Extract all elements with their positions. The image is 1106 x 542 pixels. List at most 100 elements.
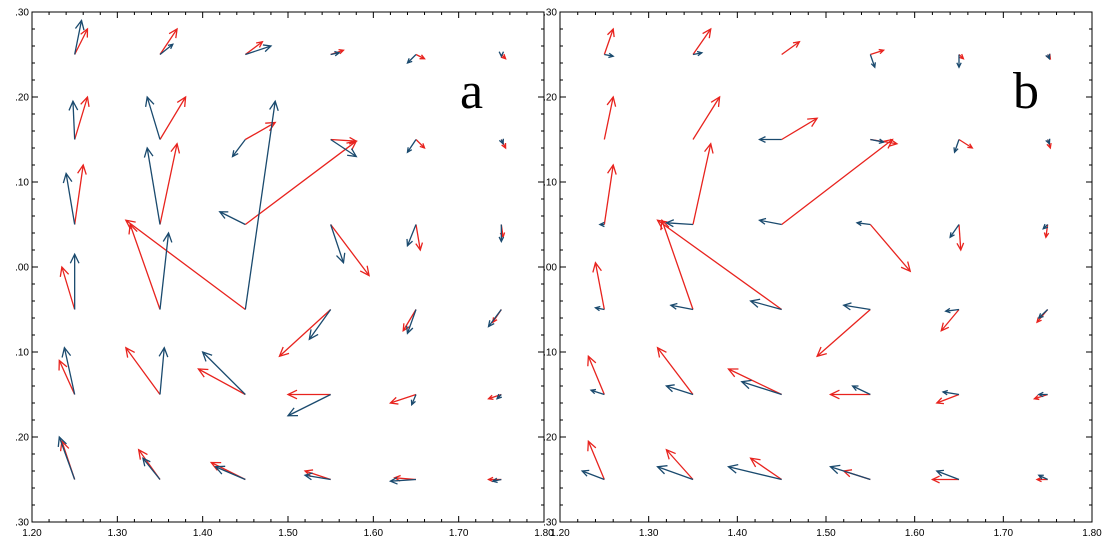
blue-vector-arrow [69,252,80,310]
red-vector-arrow [870,48,886,56]
blue-vector-arrow [944,307,960,314]
red-vector-arrow [74,163,87,225]
blue-vector-arrow [1037,391,1048,398]
red-vector-arrow [1032,393,1048,401]
blue-vector-arrow [498,51,505,58]
panel-label: a [460,63,483,120]
blue-vector-arrow [664,384,694,396]
red-vector-arrow [244,40,264,56]
red-vector-arrow [74,95,90,140]
red-vector-arrow [124,346,161,395]
red-vector-arrow [781,117,819,141]
red-vector-arrow [587,354,605,395]
blue-vector-arrow [308,309,332,341]
red-vector-arrow [244,140,358,226]
red-vector-arrow [940,309,960,332]
blue-vector-arrow [158,346,169,395]
red-vector-arrow [727,368,782,396]
blue-vector-arrow [758,217,782,226]
x-tick-label: 1.30 [639,528,659,539]
blue-vector-arrow [953,139,960,154]
blue-vector-arrow [842,302,871,311]
blue-vector-arrow [330,138,358,158]
red-vector-arrow [603,163,617,225]
red-vector-arrow [692,27,712,55]
blue-vector-arrow [604,52,615,59]
blue-vector-arrow [869,54,876,69]
blue-vector-arrow [758,136,782,143]
blue-vector-arrow [941,389,960,396]
blue-vector-arrow [406,54,417,65]
blue-vector-arrow [410,394,417,407]
red-vector-arrow [656,219,783,311]
blue-vector-arrow [406,309,417,335]
blue-vector-arrow [74,19,85,55]
y-tick-label: .10 [15,178,29,189]
red-vector-arrow [159,142,181,225]
blue-vector-arrow [214,465,246,481]
y-tick-label: .10 [15,348,29,359]
blue-vector-arrow [656,465,694,481]
blue-vector-arrow [144,95,161,140]
blue-vector-arrow [740,379,782,396]
blue-vector-arrow [593,305,605,312]
blue-vector-arrow [491,477,502,484]
blue-vector-arrow [692,50,704,57]
x-tick-label: 1.80 [534,528,554,539]
x-tick-label: 1.20 [22,528,42,539]
red-vector-arrow [58,359,76,395]
red-vector-arrow [656,346,694,395]
y-tick-label: .20 [15,433,29,444]
y-tick-label: .00 [15,263,29,274]
x-tick-label: 1.30 [108,528,128,539]
y-tick-label: .20 [15,93,29,104]
x-tick-label: 1.40 [728,528,748,539]
panel-b: 1.20 1.30 1.40 1.50 1.60 1.70 1.80 .30 .20 .10 .00… [543,8,1102,540]
red-vector-arrow [692,95,721,140]
blue-vector-arrow [1045,138,1051,146]
blue-vector-arrow [159,43,174,56]
red-vector-arrow [816,309,871,358]
blue-vector-arrow [870,138,886,144]
blue-vector-arrow [406,139,417,154]
red-vector-arrow [958,53,965,60]
blue-vector-arrow [61,346,76,395]
y-tick-label: .30 [543,518,557,529]
red-vector-arrow [603,95,617,140]
blue-vector-arrow [303,472,331,481]
red-vector-arrow [197,368,246,396]
x-tick-label: 1.70 [449,528,469,539]
blue-vector-arrow [1045,53,1051,61]
x-tick-label: 1.80 [1082,528,1102,539]
blue-vector-arrow [829,464,871,481]
red-vector-arrow [278,309,332,358]
blue-vector-arrow [68,99,79,140]
blue-vector-arrow [141,457,161,480]
blue-vector-arrow [589,388,605,396]
red-vector-arrow [935,393,960,405]
red-vector-arrow [781,138,894,226]
red-vector-arrow [415,139,426,150]
blue-vector-arrow [218,211,246,226]
red-vector-arrow [128,223,161,310]
y-tick-label: .00 [543,263,557,274]
blue-vector-arrow [496,393,503,400]
blue-vector-arrow [935,469,960,481]
red-vector-arrow [958,138,974,149]
red-vector-arrow [956,224,965,252]
red-vector-arrow [124,219,246,311]
panel-label: b [1013,63,1039,120]
blue-vector-arrow [62,172,76,225]
red-vector-arrow [330,136,358,145]
blue-vector-arrow [749,298,782,311]
blue-vector-arrow [1042,223,1049,230]
blue-vector-arrow [330,50,341,57]
y-tick-label: .10 [543,348,557,359]
blue-vector-arrow [231,139,246,158]
blue-vector-arrow [201,350,246,395]
y-tick-label: .30 [543,8,557,19]
blue-vector-arrow [498,224,505,243]
red-vector-arrow [1043,224,1050,239]
red-vector-arrow [749,457,783,481]
